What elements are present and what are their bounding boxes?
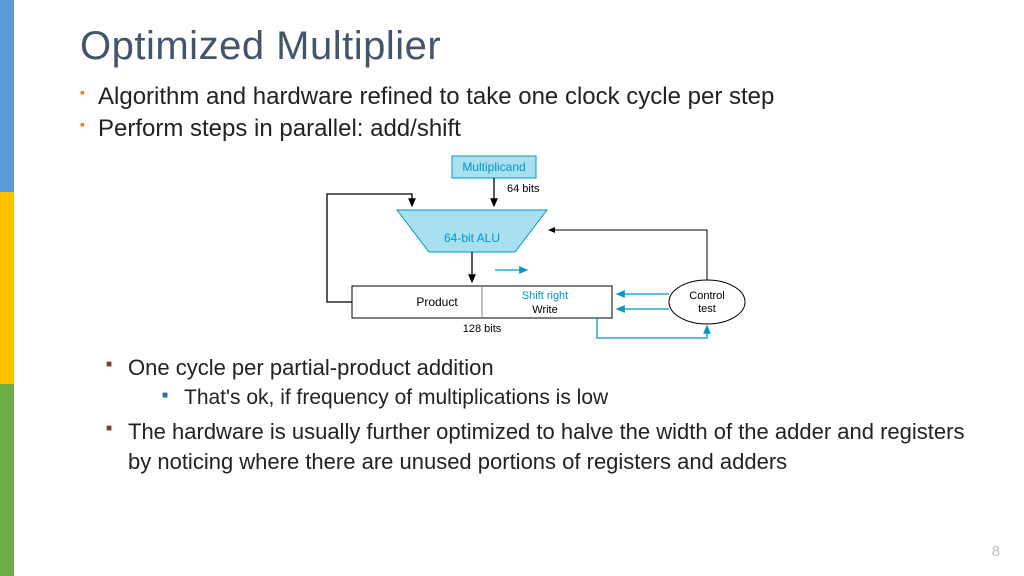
top-bullet-2: Perform steps in parallel: add/shift xyxy=(80,113,984,145)
product-bits: 128 bits xyxy=(463,323,502,335)
control-test-node xyxy=(669,280,745,324)
slide: Optimized Multiplier Algorithm and hardw… xyxy=(0,0,1024,576)
shift-right-label: Shift right xyxy=(522,290,568,302)
accent-seg-3 xyxy=(0,384,14,576)
content-area: Optimized Multiplier Algorithm and hardw… xyxy=(80,24,984,480)
multiplicand-label: Multiplicand xyxy=(462,160,525,174)
lower-bullet-list: One cycle per partial-product addition T… xyxy=(80,353,984,476)
lower-bullet-2: The hardware is usually further optimize… xyxy=(106,417,984,476)
control-label-1: Control xyxy=(689,290,724,302)
alu-label: 64-bit ALU xyxy=(444,231,500,245)
top-bullet-list: Algorithm and hardware refined to take o… xyxy=(80,81,984,146)
lower-bullet-2-text: The hardware is usually further optimize… xyxy=(128,419,964,474)
top-bullet-1: Algorithm and hardware refined to take o… xyxy=(80,81,984,113)
slide-title: Optimized Multiplier xyxy=(80,24,984,69)
control-label-2: test xyxy=(698,303,716,315)
page-number: 8 xyxy=(992,543,1000,560)
accent-seg-1 xyxy=(0,0,14,192)
product-label: Product xyxy=(416,295,458,309)
write-label: Write xyxy=(532,304,557,316)
accent-bar xyxy=(0,0,14,576)
lower-bullet-1-text: One cycle per partial-product addition xyxy=(128,355,494,380)
multiplier-diagram: Multiplicand 64 bits 64-bit ALU Product … xyxy=(297,152,767,347)
lower-bullet-1: One cycle per partial-product addition T… xyxy=(106,353,984,413)
diagram-container: Multiplicand 64 bits 64-bit ALU Product … xyxy=(80,152,984,347)
sub-bullet-list-1: That's ok, if frequency of multiplicatio… xyxy=(128,384,984,412)
control-to-alu xyxy=(549,230,707,280)
accent-seg-2 xyxy=(0,192,14,384)
multiplicand-bits: 64 bits xyxy=(507,183,540,195)
sub-bullet-1-1: That's ok, if frequency of multiplicatio… xyxy=(162,384,984,412)
